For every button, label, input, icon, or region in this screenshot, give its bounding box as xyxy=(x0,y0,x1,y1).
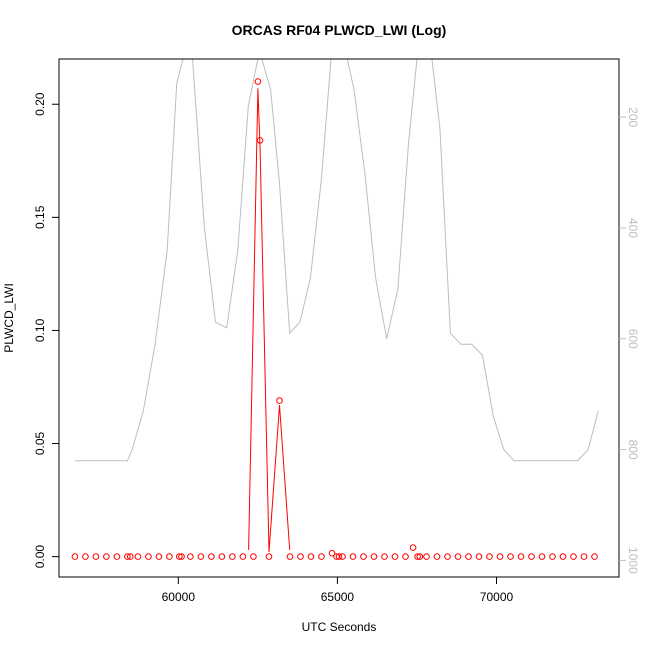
red-data-point xyxy=(176,553,183,560)
x-tick-label: 70000 xyxy=(480,590,514,604)
red-data-point xyxy=(580,553,588,560)
grey-series-layer xyxy=(74,59,599,462)
red-data-point xyxy=(475,553,483,560)
red-data-point xyxy=(134,553,142,560)
y-right-tick-label: 800 xyxy=(626,440,640,460)
red-data-point xyxy=(239,553,247,560)
red-data-point xyxy=(444,553,451,560)
red-data-point xyxy=(328,549,336,557)
red-data-point xyxy=(360,553,367,560)
red-data-point xyxy=(465,553,472,560)
y-tick-label: 0.20 xyxy=(33,92,47,116)
red-data-point xyxy=(155,553,163,560)
red-data-point xyxy=(297,553,304,560)
red-data-point xyxy=(229,553,236,560)
y-axis-right: 200 400 600 800 1000 xyxy=(619,107,640,574)
red-data-point xyxy=(187,553,194,560)
red-data-point xyxy=(166,553,173,560)
red-data-point xyxy=(307,553,315,560)
y-tick-label: 0.00 xyxy=(33,545,47,569)
x-tick-label: 60000 xyxy=(162,590,196,604)
chart-title: ORCAS RF04 PLWCD_LWI (Log) xyxy=(232,22,447,38)
red-data-point xyxy=(82,553,89,560)
red-data-point xyxy=(265,553,273,560)
x-axis: 60000 65000 70000 xyxy=(162,576,514,604)
red-data-point xyxy=(349,553,357,560)
red-data-point xyxy=(549,553,556,560)
y-right-tick-label: 600 xyxy=(626,329,640,349)
red-data-point xyxy=(538,553,546,560)
red-data-point xyxy=(570,553,577,560)
red-data-point xyxy=(71,553,79,560)
red-data-point xyxy=(496,553,504,560)
red-data-point xyxy=(92,553,100,560)
red-data-point xyxy=(591,553,598,560)
y-tick-label: 0.15 xyxy=(33,205,47,229)
x-axis-label: UTC Seconds xyxy=(302,620,377,634)
y-right-tick-label: 400 xyxy=(626,218,640,238)
red-data-point xyxy=(318,553,325,560)
red-series-layer xyxy=(71,78,598,560)
red-data-point xyxy=(178,553,185,560)
red-data-point xyxy=(335,553,343,560)
red-data-point xyxy=(127,553,134,560)
red-series-line xyxy=(248,88,291,553)
red-data-point xyxy=(381,553,388,560)
red-data-point xyxy=(416,553,424,560)
red-data-point xyxy=(402,553,409,560)
y-right-tick-label: 200 xyxy=(626,107,640,127)
red-data-point xyxy=(409,544,417,551)
y-axis-label: PLWCD_LWI xyxy=(2,283,16,353)
y-tick-label: 0.10 xyxy=(33,318,47,342)
red-data-point xyxy=(414,553,421,560)
red-data-point xyxy=(145,553,152,560)
red-data-point xyxy=(197,553,205,560)
x-tick-label: 65000 xyxy=(321,590,355,604)
red-data-point xyxy=(391,553,399,560)
red-data-point xyxy=(486,553,493,560)
red-data-point xyxy=(254,78,262,85)
red-data-point xyxy=(507,553,514,560)
red-data-point xyxy=(208,553,215,560)
grey-series-line xyxy=(74,59,599,462)
plot-frame xyxy=(58,58,620,578)
y-tick-label: 0.05 xyxy=(33,431,47,455)
y-right-tick-label: 1000 xyxy=(626,547,640,574)
red-data-point xyxy=(256,137,264,144)
red-data-point xyxy=(124,553,131,560)
red-data-point xyxy=(276,397,283,404)
red-data-point xyxy=(370,553,378,560)
red-data-point xyxy=(559,553,567,560)
y-axis-left: 0.00 0.05 0.10 0.15 0.20 xyxy=(33,92,60,569)
red-data-point xyxy=(250,553,257,560)
red-data-point xyxy=(433,553,441,560)
red-data-point xyxy=(103,553,110,560)
red-data-point xyxy=(339,553,346,560)
red-data-point xyxy=(218,553,226,560)
red-data-point xyxy=(517,553,525,560)
red-data-point xyxy=(528,553,535,560)
red-data-point xyxy=(423,553,430,560)
red-data-point xyxy=(454,553,462,560)
red-data-point xyxy=(286,553,294,560)
red-data-point xyxy=(113,553,121,560)
